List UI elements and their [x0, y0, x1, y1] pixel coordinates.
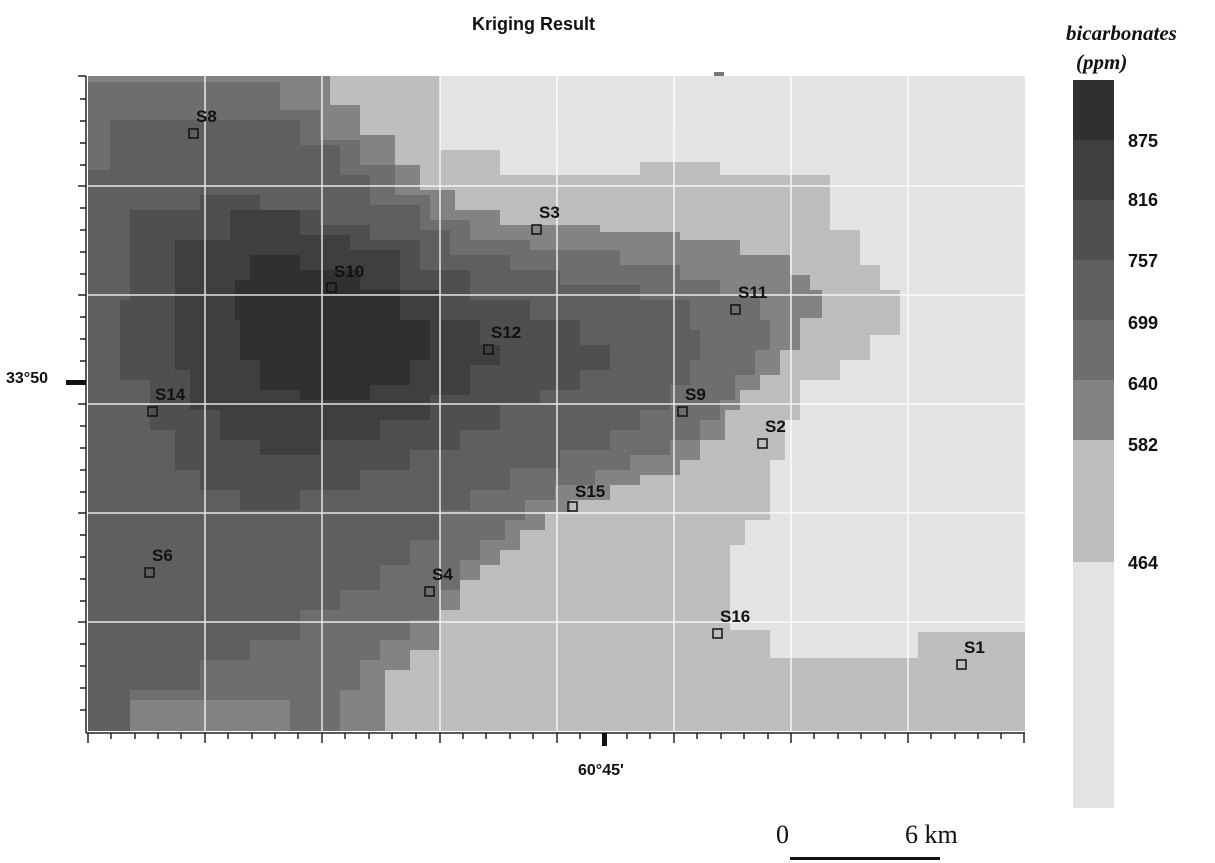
legend-tick-label: 640 [1128, 374, 1158, 395]
lat-reference-marker [66, 380, 86, 385]
station-label-s10: S10 [334, 262, 364, 281]
station-label-s3: S3 [539, 203, 560, 222]
legend-title: bicarbonates [1066, 22, 1177, 44]
legend-swatch-1 [1073, 80, 1114, 140]
station-label-s8: S8 [196, 107, 217, 126]
station-label-s14: S14 [155, 385, 186, 404]
scale-bar-start: 0 [776, 820, 789, 850]
legend-tick-label: 582 [1128, 435, 1158, 456]
station-label-s11: S11 [738, 283, 767, 302]
legend-swatch-2 [1073, 140, 1114, 200]
legend-unit: (ppm) [1076, 50, 1127, 75]
legend-swatch-7 [1073, 440, 1114, 562]
station-label-s2: S2 [765, 417, 786, 436]
legend-tick-label: 699 [1128, 313, 1158, 334]
top-reference-marker [714, 72, 724, 76]
station-label-s4: S4 [432, 565, 453, 584]
station-label-s9: S9 [685, 385, 706, 404]
legend-tick-label: 875 [1128, 131, 1158, 152]
legend-tick-label: 816 [1128, 190, 1158, 211]
scale-bar-end: 6 km [905, 820, 958, 850]
station-label-s12: S12 [491, 323, 521, 342]
legend-swatch-5 [1073, 320, 1114, 380]
station-label-s1: S1 [964, 638, 985, 657]
station-label-s6: S6 [152, 546, 173, 565]
station-label-s16: S16 [720, 607, 750, 626]
legend-swatch-3 [1073, 200, 1114, 260]
legend-tick-label: 757 [1128, 251, 1158, 272]
legend-tick-label: 464 [1128, 553, 1158, 574]
station-label-s15: S15 [575, 482, 605, 501]
scale-bar-line [790, 857, 940, 860]
legend-swatch-6 [1073, 380, 1114, 440]
legend-color-bar [1073, 80, 1114, 808]
legend-swatch-8 [1073, 562, 1114, 808]
legend-swatch-4 [1073, 260, 1114, 320]
latitude-label: 33°50 [6, 370, 48, 388]
longitude-label: 60°45' [578, 762, 624, 780]
lon-reference-marker [602, 733, 607, 746]
kriging-map: S8 S3 S10 S11 S12 S14 S9 S2 S15 S6 S4 S1… [0, 0, 1060, 800]
